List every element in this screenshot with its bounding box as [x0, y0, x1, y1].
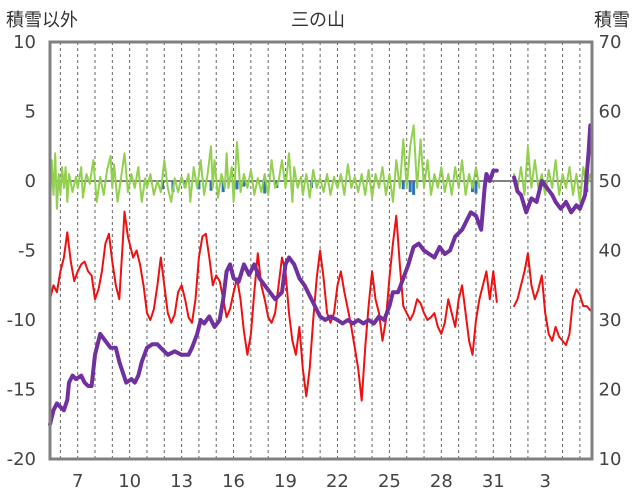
y-tick-right: 40: [599, 241, 622, 262]
temperature-line: [513, 252, 592, 346]
y-tick-left: 10: [13, 32, 36, 53]
x-tick: 25: [378, 471, 401, 492]
x-tick: 10: [118, 471, 141, 492]
y-tick-right: 20: [599, 380, 622, 401]
precip-bar: [242, 181, 246, 187]
precip-bar: [474, 181, 478, 194]
y-tick-right: 10: [599, 449, 622, 470]
y-tick-left: -15: [7, 380, 36, 401]
chart-title: 三の山: [291, 10, 345, 31]
plot-border: [48, 40, 594, 461]
temperature-line: [49, 210, 498, 402]
y-tick-right: 50: [599, 171, 622, 192]
y-tick-right: 30: [599, 310, 622, 331]
x-axis: 7 10 13 16 19 22 25 28 31 3: [72, 471, 551, 492]
x-tick: 19: [274, 471, 297, 492]
y-axis-right-title: 積雪: [594, 10, 630, 31]
precip-bar: [197, 181, 201, 190]
series-lines: [48, 123, 593, 427]
precip-bar: [209, 181, 213, 191]
y-tick-left: -20: [7, 449, 36, 470]
precip-bar: [221, 181, 225, 193]
y-tick-left: 0: [25, 171, 36, 192]
y-tick-right: 60: [599, 102, 622, 123]
x-tick: 22: [326, 471, 349, 492]
x-tick: 7: [72, 471, 83, 492]
x-tick: 13: [170, 471, 193, 492]
y-axis-right: 70 60 50 40 30 20 10: [599, 32, 622, 470]
precip-bar: [235, 181, 239, 190]
x-tick: 3: [540, 471, 551, 492]
daily-change-line: [513, 145, 592, 203]
precip-bar: [401, 181, 405, 190]
snow-depth-line: [512, 123, 593, 215]
y-tick-left: -10: [7, 310, 36, 331]
y-tick-left: 5: [25, 102, 36, 123]
x-tick: 31: [482, 471, 505, 492]
precip-bar: [412, 181, 416, 195]
y-axis-left: 10 5 0 -5 -10 -15 -20: [7, 32, 36, 470]
y-axis-left-title: 積雪以外: [6, 10, 78, 31]
snow-depth-line: [48, 168, 499, 427]
y-tick-left: -5: [18, 241, 36, 262]
y-tick-right: 70: [599, 32, 622, 53]
x-tick: 16: [222, 471, 245, 492]
precip-bar: [408, 181, 412, 193]
precip-bar: [263, 181, 267, 194]
x-tick: 28: [430, 471, 453, 492]
daily-change-line: [49, 124, 481, 210]
